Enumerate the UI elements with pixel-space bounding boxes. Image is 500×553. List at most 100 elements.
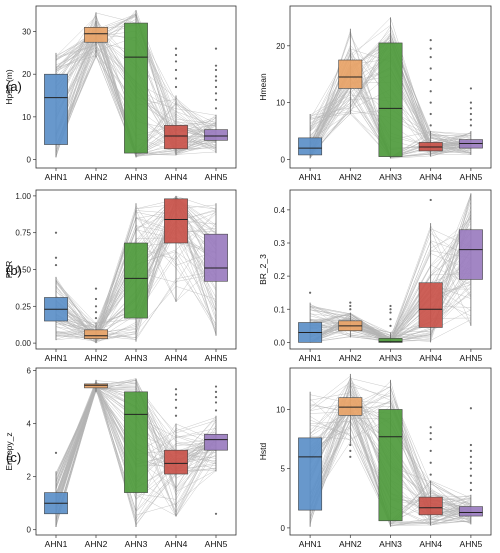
outlier-point xyxy=(174,398,178,401)
outlier-point xyxy=(429,78,432,81)
box-ahn2 xyxy=(84,329,108,339)
x-category-label: AHN3 xyxy=(125,172,148,182)
y-tick-label: 0.50 xyxy=(15,266,31,275)
box-ahn4 xyxy=(164,449,188,475)
outlier-point xyxy=(214,98,218,101)
outlier-point xyxy=(349,455,352,458)
box-ahn5 xyxy=(204,233,228,282)
y-tick-label: 0 xyxy=(27,526,32,535)
box-ahn5 xyxy=(458,506,483,517)
outlier-point xyxy=(349,304,352,308)
outlier-point xyxy=(214,390,218,393)
outlier-point xyxy=(429,39,432,42)
x-category-label: AHN3 xyxy=(125,539,148,549)
outlier-point xyxy=(174,414,178,417)
outlier-point xyxy=(389,324,392,327)
outlier-point xyxy=(54,256,58,259)
row-label-a: (a) xyxy=(6,79,22,94)
outlier-point xyxy=(214,401,218,404)
x-category-label: AHN4 xyxy=(419,539,442,549)
x-category-label: AHN2 xyxy=(339,539,362,549)
outlier-point xyxy=(469,112,472,116)
outlier-point xyxy=(174,68,178,72)
outlier-point xyxy=(469,474,472,477)
outlier-point xyxy=(469,449,472,453)
outlier-point xyxy=(174,53,178,57)
outlier-point xyxy=(349,443,352,447)
panel-hmean: 0 10 20 Hmean AHN1 AHN2 AHN3 AHN4 AHN5 xyxy=(258,5,492,182)
box-ahn5 xyxy=(204,129,228,141)
y-tick-label: 10 xyxy=(276,99,285,108)
outlier-point xyxy=(429,198,432,202)
y-tick-label: 10 xyxy=(276,405,285,414)
outlier-point xyxy=(214,64,218,67)
outlier-point xyxy=(174,47,178,50)
y-tick-label: 10 xyxy=(22,113,31,122)
y-tick-label: 0.00 xyxy=(15,339,31,348)
outlier-point xyxy=(94,316,98,320)
y-tick-label: 2 xyxy=(27,473,32,482)
y-axis-label: Hmean xyxy=(258,73,268,101)
y-tick-label: 5 xyxy=(281,465,286,474)
x-category-label: AHN4 xyxy=(419,353,442,363)
outlier-point xyxy=(469,107,472,110)
outlier-point xyxy=(214,85,218,89)
box-ahn2 xyxy=(84,383,108,389)
x-category-label: AHN2 xyxy=(85,539,108,549)
outlier-point xyxy=(54,263,58,267)
outlier-point xyxy=(469,461,472,464)
outlier-point xyxy=(214,92,218,95)
outlier-point xyxy=(469,455,472,458)
outlier-point xyxy=(174,60,178,63)
x-category-label: AHN5 xyxy=(205,539,228,549)
x-category-label: AHN2 xyxy=(85,353,108,363)
y-axis-label: Hp95 (m) xyxy=(4,69,14,105)
outlier-point xyxy=(174,77,178,80)
box-ahn3 xyxy=(124,391,148,493)
outlier-point xyxy=(349,301,352,304)
x-category-label: AHN2 xyxy=(85,172,108,182)
box-ahn3 xyxy=(124,242,148,319)
box-ahn3 xyxy=(378,338,403,343)
x-category-label: AHN2 xyxy=(339,172,362,182)
x-category-label: AHN4 xyxy=(419,172,442,182)
outlier-point xyxy=(214,512,218,515)
outlier-point xyxy=(94,305,98,308)
x-category-label: AHN5 xyxy=(460,539,483,549)
y-tick-label: 0.4 xyxy=(274,206,286,215)
y-tick-label: 0 xyxy=(281,524,286,533)
box-ahn1 xyxy=(298,137,323,156)
outlier-point xyxy=(389,311,392,314)
panel-hp95: 0 10 20 30 Hp95 (m) AHN1 AHN2 AHN3 AHN4 AHN5 xyxy=(4,5,237,182)
outlier-point xyxy=(429,449,432,453)
x-category-label: AHN1 xyxy=(299,172,322,182)
box-ahn2 xyxy=(84,27,108,43)
x-category-label: AHN4 xyxy=(165,539,188,549)
x-category-label: AHN5 xyxy=(460,353,483,363)
box-ahn4 xyxy=(164,198,188,244)
outlier-point xyxy=(429,461,432,464)
row-label-c: (c) xyxy=(6,450,21,465)
outlier-point xyxy=(349,308,352,311)
outlier-point xyxy=(174,85,178,89)
outlier-point xyxy=(469,101,472,104)
outlier-point xyxy=(469,488,472,492)
outlier-point xyxy=(214,47,218,50)
x-category-label: AHN1 xyxy=(45,172,68,182)
x-category-label: AHN1 xyxy=(45,353,68,363)
outlier-point xyxy=(174,406,178,409)
y-tick-label: 0 xyxy=(281,155,286,164)
box-ahn1 xyxy=(44,73,68,145)
outlier-point xyxy=(429,426,432,429)
outlier-point xyxy=(429,47,432,50)
x-category-label: AHN4 xyxy=(165,353,188,363)
panel-entropy-z: 0 2 4 6 Entropy_z AHN1 AHN2 AHN3 AHN4 AHN5 xyxy=(4,367,237,549)
outlier-point xyxy=(429,101,432,104)
y-axis-label: PPR xyxy=(4,261,14,278)
x-category-label: AHN1 xyxy=(299,539,322,549)
outlier-point xyxy=(94,287,98,290)
outlier-point xyxy=(429,432,432,435)
y-tick-label: 4 xyxy=(27,420,32,429)
y-axis-label: Hstd xyxy=(258,442,268,460)
outlier-point xyxy=(429,56,432,59)
